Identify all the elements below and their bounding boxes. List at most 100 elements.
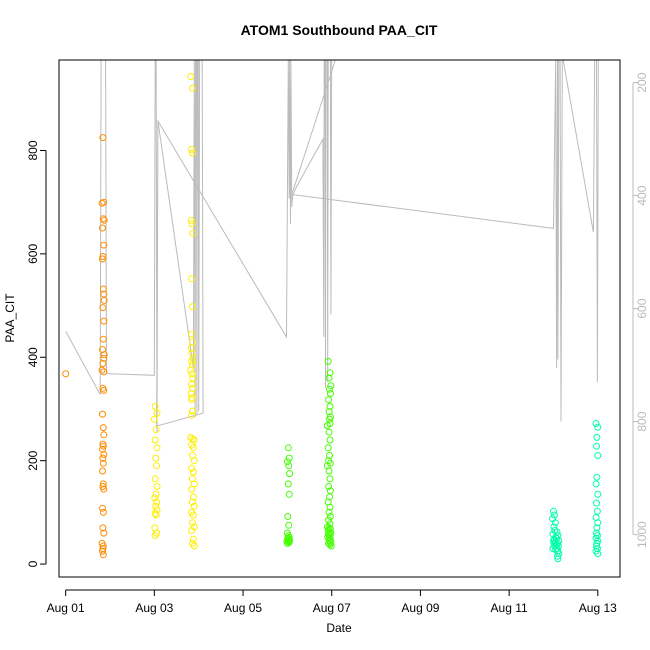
data-point-series-1: [99, 304, 107, 312]
data-point-series-2: [188, 370, 196, 378]
data-point-series-2: [188, 145, 196, 153]
y2-tick-label: 600: [635, 298, 649, 318]
data-point-series-2: [189, 354, 197, 362]
data-point-series-1: [99, 508, 107, 516]
data-point-series-2: [153, 498, 161, 506]
data-point-series-1: [99, 224, 106, 232]
data-point-series-3: [284, 480, 292, 488]
axis-layer: Aug 01 Aug 03 Aug 05 Aug 07 Aug 09 Aug 11 Aug …: [26, 72, 649, 615]
x-tick-label: Aug 07: [313, 601, 351, 615]
data-point-series-2: [151, 475, 159, 483]
data-point-series-3: [326, 513, 334, 520]
data-point-series-3: [284, 534, 292, 542]
data-point-series-1: [99, 445, 106, 453]
data-point-series-3: [327, 382, 335, 390]
plot-frame: [58, 59, 621, 578]
data-point-series-2: [189, 384, 196, 392]
x-tick-label: Aug 05: [224, 601, 262, 615]
data-point-series-1: [99, 335, 107, 343]
data-point-series-4: [593, 507, 601, 515]
data-point-series-2: [152, 511, 160, 519]
data-point-series-1: [99, 480, 107, 488]
data-point-series-3: [325, 428, 333, 436]
data-point-series-2: [152, 454, 160, 462]
data-point-series-3: [326, 452, 333, 459]
x-axis-label: Date: [326, 621, 352, 635]
data-point-series-2: [152, 502, 160, 510]
y2-tick-label: 200: [635, 72, 649, 92]
data-point-series-1: [99, 524, 107, 532]
data-point-series-2: [151, 532, 159, 540]
x-tick-label: Aug 03: [135, 601, 173, 615]
data-point-series-3: [326, 535, 334, 543]
data-point-series-4: [594, 452, 602, 459]
data-point-series-1: [100, 451, 108, 458]
y2-tick-label: 1000: [635, 521, 649, 548]
data-point-series-1: [100, 431, 108, 439]
data-point-series-3: [283, 458, 291, 466]
data-point-series-2: [189, 407, 196, 415]
data-point-series-1: [99, 551, 107, 559]
data-point-series-2: [188, 275, 196, 283]
data-point-series-1: [99, 424, 107, 432]
line-series: [65, 59, 599, 433]
x-tick-label: Aug 13: [579, 601, 617, 615]
data-point-series-4: [593, 473, 601, 481]
data-point-series-3: [326, 415, 333, 423]
x-tick-label: Aug 01: [47, 601, 85, 615]
data-point-series-2: [152, 426, 160, 434]
data-point-series-3: [326, 402, 334, 410]
data-point-series-1: [100, 354, 108, 362]
data-point-series-2: [150, 415, 158, 423]
y-axis-label: PAA_CIT: [3, 293, 17, 343]
data-point-series-2: [190, 502, 198, 510]
data-point-series-2: [188, 527, 196, 534]
data-point-series-3: [326, 385, 333, 393]
data-point-series-1: [99, 454, 107, 462]
data-point-series-2: [153, 409, 161, 417]
data-point-series-3: [325, 408, 333, 416]
data-point-series-3: [326, 390, 334, 397]
data-point-series-3: [326, 540, 334, 548]
data-point-series-1: [99, 255, 106, 263]
data-point-series-2: [151, 494, 159, 502]
data-point-series-2: [189, 444, 197, 452]
y2-tick-label: 800: [635, 411, 649, 431]
data-point-series-4: [593, 433, 601, 441]
y2-tick-label: 400: [635, 185, 649, 205]
data-point-series-3: [284, 444, 292, 452]
data-point-series-2: [189, 468, 197, 476]
data-point-series-1: [100, 485, 108, 493]
data-point-series-4: [593, 442, 600, 450]
data-point-series-3: [325, 396, 333, 404]
data-point-series-2: [188, 396, 196, 404]
data-point-series-3: [285, 454, 293, 462]
data-point-series-3: [325, 483, 333, 490]
data-point-series-2: [187, 216, 195, 224]
data-point-series-1: [100, 216, 108, 224]
data-point-series-4: [592, 480, 600, 488]
data-point-series-1: [100, 386, 108, 394]
data-point-series-3: [325, 508, 333, 516]
data-point-series-1: [99, 134, 107, 142]
y-tick-label: 0: [26, 560, 40, 567]
data-point-series-4: [554, 552, 561, 560]
data-point-series-3: [285, 538, 293, 546]
data-point-series-2: [187, 366, 195, 374]
chart-title: ATOM1 Southbound PAA_CIT: [241, 22, 438, 38]
data-point-series-2: [152, 490, 160, 498]
data-point-series-2: [153, 506, 161, 514]
data-point-series-3: [325, 516, 333, 524]
data-point-series-1: [99, 285, 107, 293]
data-point-series-2: [189, 493, 197, 501]
data-point-series-3: [326, 436, 334, 444]
point-layer: [62, 73, 602, 563]
data-point-series-2: [189, 84, 196, 92]
data-point-series-2: [151, 436, 159, 444]
data-point-series-2: [189, 229, 197, 237]
data-point-series-4: [594, 550, 602, 558]
data-point-series-3: [324, 444, 332, 452]
data-point-series-4: [554, 555, 562, 563]
data-point-series-2: [151, 402, 159, 410]
data-point-series-1: [99, 360, 107, 367]
